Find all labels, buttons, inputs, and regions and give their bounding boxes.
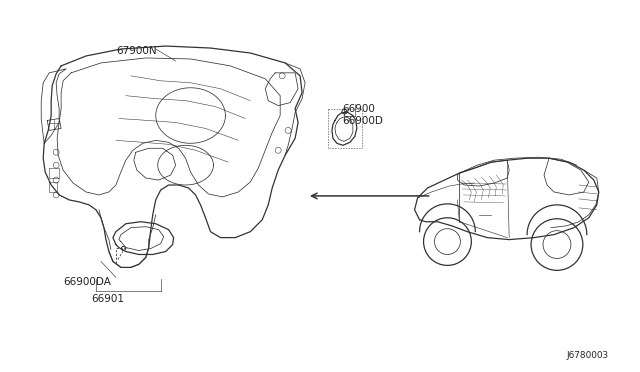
Text: 66900DA: 66900DA bbox=[63, 277, 111, 287]
Text: J6780003: J6780003 bbox=[567, 351, 609, 360]
Text: 67900N: 67900N bbox=[116, 46, 157, 56]
Text: 66900: 66900 bbox=[342, 104, 375, 113]
Text: 66900D: 66900D bbox=[342, 116, 383, 125]
Text: 66901: 66901 bbox=[91, 294, 124, 304]
